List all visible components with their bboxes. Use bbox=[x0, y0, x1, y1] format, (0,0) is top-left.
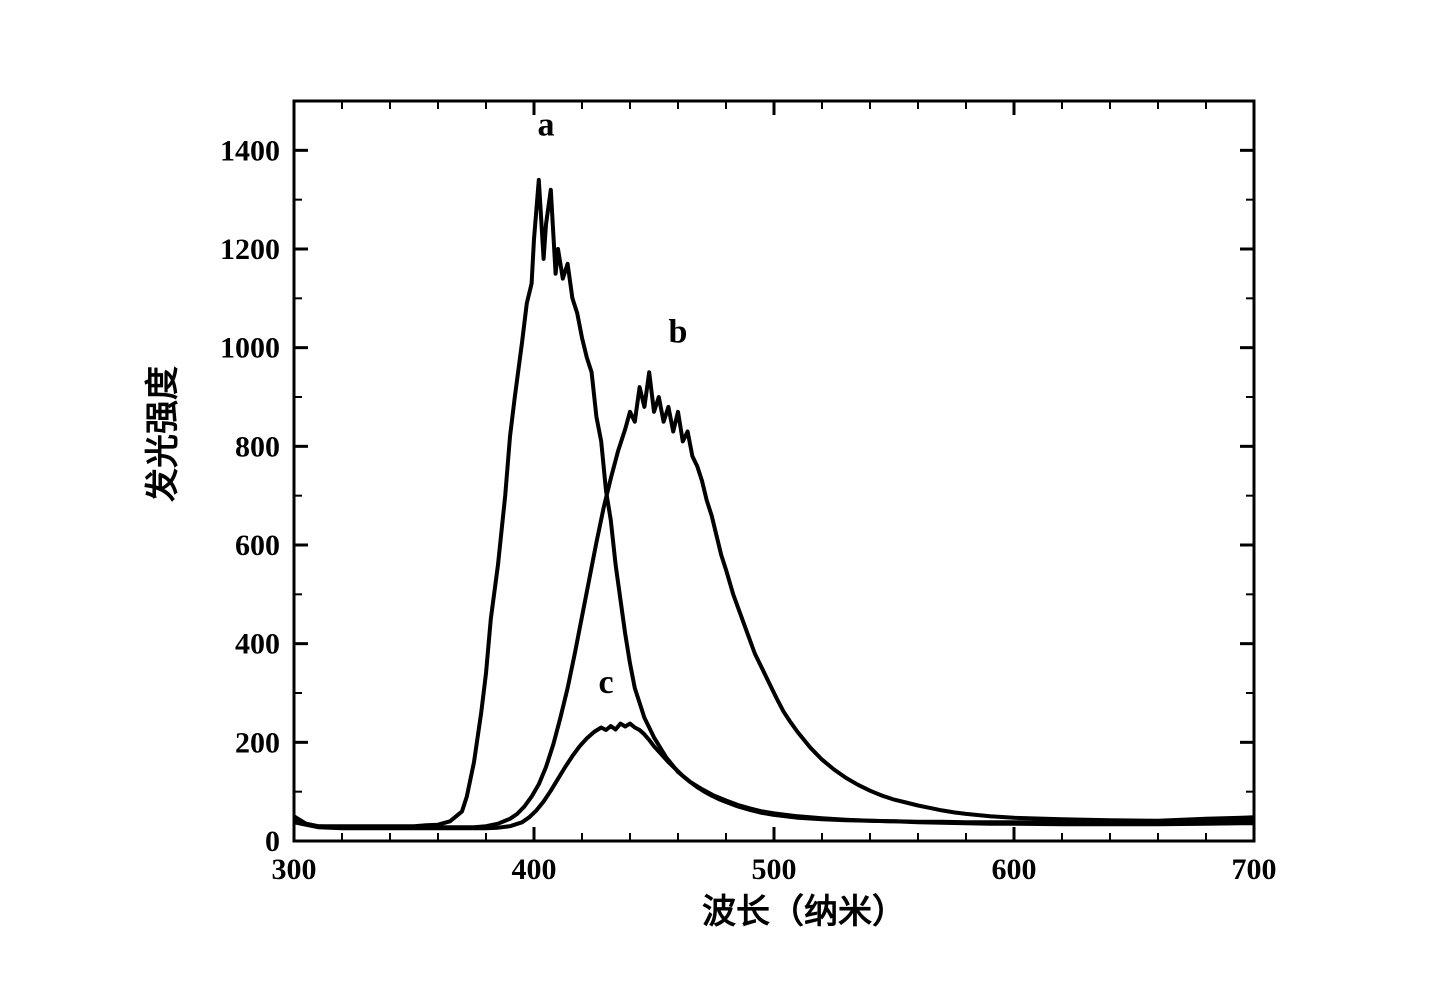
svg-text:1200: 1200 bbox=[220, 233, 280, 266]
svg-text:500: 500 bbox=[751, 853, 796, 886]
svg-text:c: c bbox=[598, 664, 613, 701]
svg-text:600: 600 bbox=[235, 529, 280, 562]
spectrum-chart: 3004005006007000200400600800100012001400… bbox=[124, 61, 1324, 941]
svg-text:800: 800 bbox=[235, 430, 280, 463]
svg-text:0: 0 bbox=[265, 825, 280, 858]
svg-text:波长（纳米）: 波长（纳米） bbox=[702, 892, 906, 931]
svg-text:400: 400 bbox=[511, 853, 556, 886]
svg-text:600: 600 bbox=[991, 853, 1036, 886]
svg-text:400: 400 bbox=[235, 628, 280, 661]
svg-text:200: 200 bbox=[235, 726, 280, 759]
svg-text:发光强度: 发光强度 bbox=[144, 366, 182, 502]
svg-text:700: 700 bbox=[1231, 853, 1276, 886]
chart-svg: 3004005006007000200400600800100012001400… bbox=[124, 61, 1324, 941]
svg-text:a: a bbox=[537, 107, 554, 144]
svg-text:1000: 1000 bbox=[220, 332, 280, 365]
svg-text:1400: 1400 bbox=[220, 134, 280, 167]
svg-text:b: b bbox=[668, 314, 687, 351]
